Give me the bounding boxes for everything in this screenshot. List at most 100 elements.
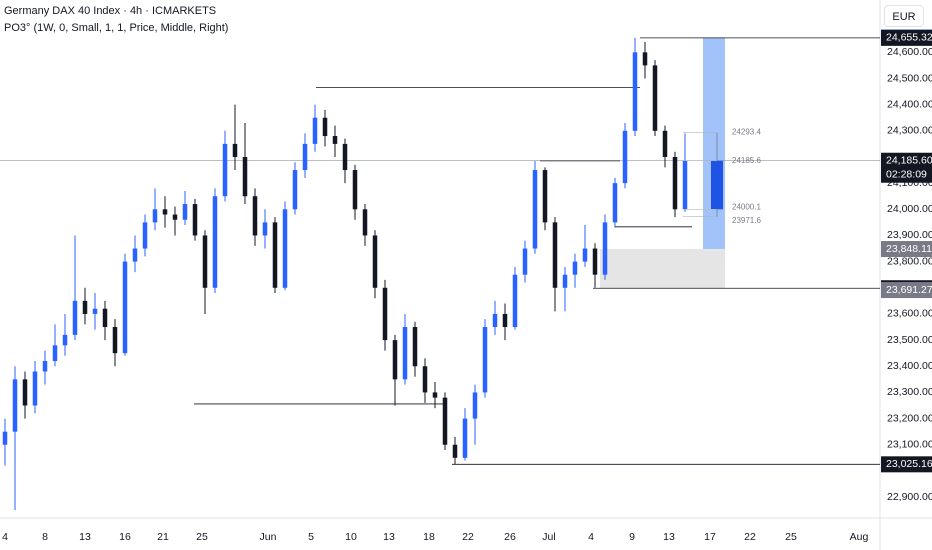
candle-body [522,248,528,275]
candle-body [262,222,268,236]
candle-body [52,345,58,362]
candle-body [152,209,158,223]
candle-body [162,209,168,215]
candle-body [222,143,228,197]
y-tick-label: 23,900.00 [887,229,932,241]
candle-body [422,366,428,393]
candle-body [312,117,318,144]
candle-body [512,274,518,328]
countdown: 02:28:09 [886,169,927,181]
x-tick-label: Jul [542,531,555,543]
currency-button[interactable]: EUR [884,5,924,27]
candle-body [592,248,598,275]
candle-body [172,214,178,220]
x-tick-label: 25 [785,531,797,543]
candle-body [532,170,538,249]
candle-body [562,274,568,288]
candle-body [632,52,638,131]
candle-body [392,340,398,380]
x-tick-label: 10 [345,531,357,543]
candle-body [182,204,188,220]
projection-label: 24185.6 [732,156,761,165]
y-tick-label: 23,300.00 [887,386,932,398]
x-tick-label: 18 [423,531,435,543]
x-tick-label: 13 [383,531,395,543]
candle-body [282,209,288,288]
y-tick-label: 24,000.00 [887,203,932,215]
candle-body [232,143,238,157]
x-tick-label: 16 [119,531,131,543]
y-tick-label: 23,400.00 [887,360,932,372]
candle-body [192,204,198,236]
candle-body [372,235,378,288]
candle-body [82,300,88,314]
candle-body [12,379,18,432]
candle-body [472,392,478,419]
x-tick-label: 13 [79,531,91,543]
price-tag [881,282,932,299]
chart-title: Germany DAX 40 Index · 4h · ICMARKETS [4,5,217,17]
candle-body [382,287,388,341]
candle-body [92,308,98,314]
y-tick-label: 23,800.00 [887,255,932,267]
x-tick-label: 22 [744,531,756,543]
candle-body [542,170,548,223]
y-tick-label: 24,500.00 [887,72,932,84]
candle-body [412,327,418,367]
price-tag [881,456,932,473]
x-tick-label: Aug [850,531,869,543]
candle-body [442,397,448,445]
candle-body [612,183,618,223]
x-tick-label: Jun [260,531,277,543]
candle-body [212,196,218,288]
price-tag [881,152,932,183]
candle-body [402,327,408,380]
candle-body [452,444,458,458]
projection-body [711,160,723,210]
candle-body [132,248,138,262]
price-tag-label: 24,185.60 [886,155,932,167]
candle-body [302,143,308,171]
candle-body [332,136,338,144]
x-tick-label: 21 [157,531,169,543]
x-tick-label: 8 [42,531,48,543]
candle-body [202,235,208,288]
candle-body [122,261,128,354]
x-tick-label: 5 [308,531,314,543]
y-tick-label: 24,300.00 [887,125,932,137]
candle-body [342,143,348,171]
candle-body [252,196,258,236]
candle-body [662,130,668,157]
candle-body [682,160,688,210]
indicator-label: PO3° (1W, 0, Small, 1, 1, Price, Middle,… [4,22,229,34]
candle-body [2,431,8,445]
candle-body [32,371,38,406]
candle-body [112,327,118,354]
y-tick-label: 23,100.00 [887,439,932,451]
candle-body [272,222,278,288]
price-tag-label: 23,691.27 [886,284,932,296]
candle-body [362,209,368,236]
price-tag-label: 23,025.16 [886,458,932,470]
candle-body [492,313,498,328]
x-tick-label: 4 [588,531,594,543]
x-tick-label: 22 [462,531,474,543]
x-tick-label: 13 [663,531,675,543]
candle-body [482,327,488,393]
candle-body [142,222,148,249]
candle-body [352,170,358,210]
candle-body [42,361,48,372]
candle-body [292,170,298,210]
candle-body [462,418,468,458]
candle-body [602,222,608,275]
price-tag-label: 23,848.11 [886,243,932,255]
candle-body [652,65,658,131]
candle-body [102,308,108,328]
candle-body [642,52,648,66]
zone [703,37,725,250]
x-tick-label: 26 [504,531,516,543]
price-tag [881,29,932,46]
price-tag [881,241,932,258]
y-tick-label: 24,400.00 [887,98,932,110]
